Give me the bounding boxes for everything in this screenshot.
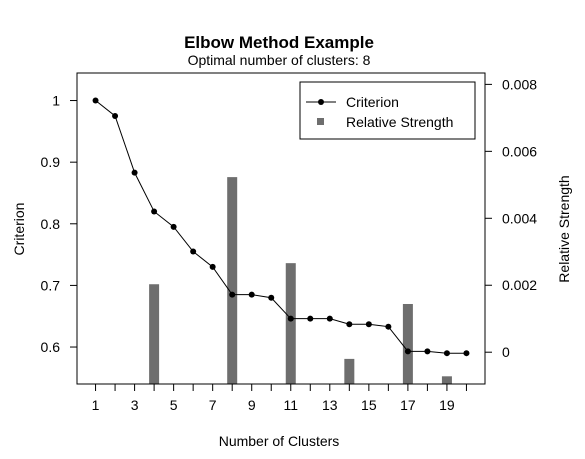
relative-strength-bar [227,177,238,384]
criterion-point [151,208,158,215]
criterion-point [365,321,372,328]
x-tick-label: 5 [170,397,178,413]
criterion-point [170,223,177,230]
legend: Criterion Relative Strength [299,81,476,140]
criterion-point [248,291,255,298]
x-axis: 1 3 5 7 9 11 13 15 17 19 [92,384,467,413]
x-tick-label: 7 [209,397,217,413]
y-axis-left: 0.6 0.7 0.8 0.9 1 [41,93,77,355]
criterion-point [92,97,99,104]
criterion-point [385,323,392,330]
y2-axis-label: Relative Strength [556,175,572,282]
x-tick-label: 19 [439,397,455,413]
criterion-point [404,348,411,355]
criterion-point [112,112,119,119]
y-axis-label: Criterion [11,203,27,256]
criterion-point [131,169,138,176]
y2-tick-label: 0.004 [502,210,537,226]
y-tick-label: 0.7 [41,277,61,293]
criterion-point [190,248,197,255]
x-tick-label: 13 [322,397,338,413]
relative-strength-bar [402,303,413,384]
criterion-point [209,263,216,270]
x-tick-label: 15 [361,397,377,413]
y-tick-label: 0.9 [41,154,61,170]
x-tick-label: 9 [248,397,256,413]
y-tick-label: 0.6 [41,339,61,355]
criterion-point [287,315,294,322]
x-axis-label: Number of Clusters [219,433,340,449]
criterion-point [326,315,333,322]
criterion-point [307,315,314,322]
chart-subtitle: Optimal number of clusters: 8 [188,52,371,68]
relative-strength-bar [285,263,296,384]
legend-square-swatch [317,118,324,125]
criterion-series [92,97,470,357]
criterion-point [443,350,450,357]
y2-tick-label: 0 [502,344,510,360]
y-tick-label: 0.8 [41,216,61,232]
relative-strength-bars [149,177,452,384]
y-axis-right: 0 0.002 0.004 0.006 0.008 [485,76,537,360]
criterion-point [229,291,236,298]
legend-point-swatch [318,99,324,105]
chart-title: Elbow Method Example [184,33,374,52]
y2-tick-label: 0.002 [502,277,537,293]
criterion-point [463,350,470,357]
legend-label-criterion: Criterion [346,94,399,110]
x-tick-label: 3 [131,397,139,413]
y2-tick-label: 0.006 [502,143,537,159]
relative-strength-bar [344,358,355,384]
y-tick-label: 1 [52,93,60,109]
criterion-point [268,294,275,301]
legend-label-relative-strength: Relative Strength [346,114,453,130]
y2-tick-label: 0.008 [502,76,537,92]
criterion-point [424,348,431,355]
x-tick-label: 17 [400,397,416,413]
criterion-line [95,100,467,354]
x-tick-label: 1 [92,397,100,413]
relative-strength-bar [441,376,452,384]
criterion-point [346,321,353,328]
x-tick-label: 11 [283,397,298,413]
legend-box [299,81,476,140]
relative-strength-bar [149,284,160,384]
plot-frame [76,72,486,385]
